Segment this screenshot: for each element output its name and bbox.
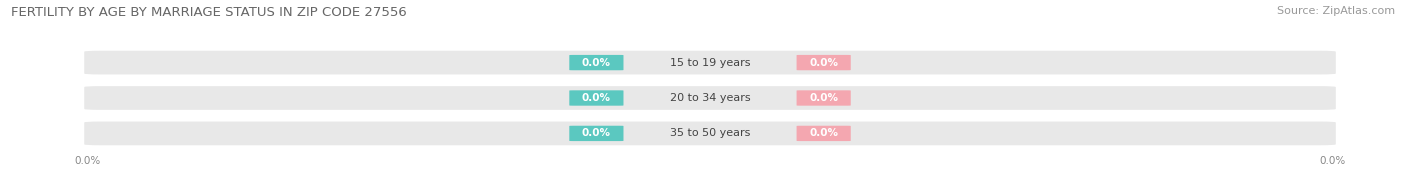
Text: 0.0%: 0.0% [582, 128, 610, 138]
Text: FERTILITY BY AGE BY MARRIAGE STATUS IN ZIP CODE 27556: FERTILITY BY AGE BY MARRIAGE STATUS IN Z… [11, 6, 406, 19]
FancyBboxPatch shape [569, 126, 623, 141]
FancyBboxPatch shape [797, 55, 851, 70]
Text: 20 to 34 years: 20 to 34 years [669, 93, 751, 103]
Text: 0.0%: 0.0% [582, 93, 610, 103]
FancyBboxPatch shape [569, 90, 623, 106]
FancyBboxPatch shape [84, 51, 1336, 74]
FancyBboxPatch shape [84, 86, 1336, 110]
Text: 0.0%: 0.0% [810, 93, 838, 103]
Text: 15 to 19 years: 15 to 19 years [669, 58, 751, 68]
FancyBboxPatch shape [569, 55, 623, 70]
Text: 0.0%: 0.0% [810, 58, 838, 68]
Text: 0.0%: 0.0% [810, 128, 838, 138]
Text: 0.0%: 0.0% [582, 58, 610, 68]
FancyBboxPatch shape [84, 122, 1336, 145]
FancyBboxPatch shape [797, 90, 851, 106]
Text: 35 to 50 years: 35 to 50 years [669, 128, 751, 138]
FancyBboxPatch shape [797, 126, 851, 141]
Text: Source: ZipAtlas.com: Source: ZipAtlas.com [1277, 6, 1395, 16]
